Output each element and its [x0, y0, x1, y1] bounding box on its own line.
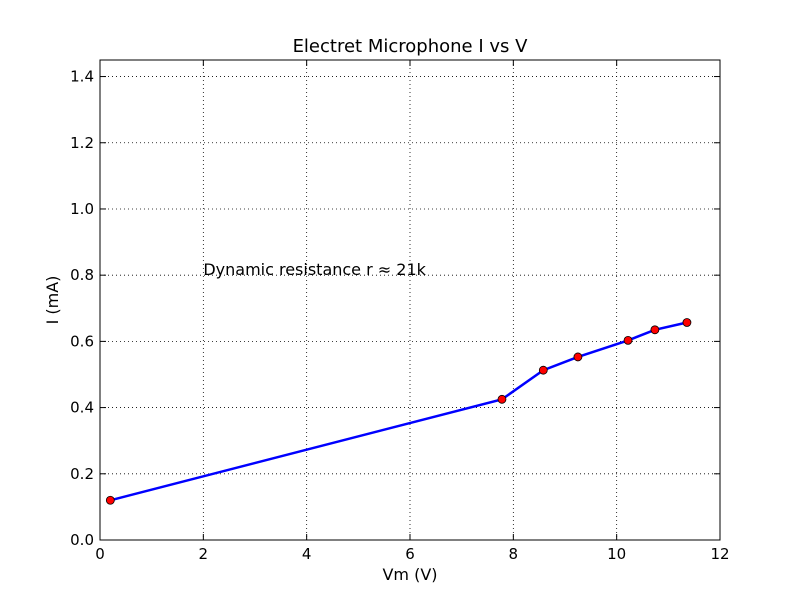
data-point	[650, 325, 660, 335]
data-point	[682, 318, 692, 327]
y-tick-label: 0.4	[70, 399, 94, 417]
data-point	[573, 352, 583, 362]
data-point	[105, 495, 115, 505]
y-tick-label: 1.0	[70, 200, 94, 218]
y-tick-label: 0.0	[70, 531, 94, 549]
tick-labels-layer: 0 2 4 6 8 10 12 0.0 0.2 0.4 0.6 0.8 1.0 1.2 1.4	[70, 68, 729, 563]
x-tick-label: 0	[95, 545, 105, 563]
y-tick-label: 0.6	[70, 332, 94, 350]
grid-layer	[99, 60, 721, 541]
chart-title: Electret Microphone I vs V	[293, 36, 529, 57]
y-tick-label: 0.2	[70, 465, 94, 483]
x-tick-label: 8	[509, 545, 519, 563]
x-tick-label: 2	[199, 545, 209, 563]
plot-frame	[99, 59, 721, 541]
data-point	[538, 365, 548, 375]
y-tick-label: 0.8	[70, 266, 94, 284]
y-tick-label: 1.2	[70, 134, 94, 152]
y-tick-label: 1.4	[70, 68, 94, 86]
x-axis-label: Vm (V)	[382, 565, 437, 584]
x-tick-label: 10	[607, 545, 626, 563]
x-tick-label: 6	[405, 545, 415, 563]
x-tick-label: 4	[302, 545, 312, 563]
annotation-text: Dynamic resistance r ≈ 21k	[203, 260, 426, 279]
x-tick-label: 12	[710, 545, 729, 563]
series-layer	[105, 318, 692, 505]
data-point	[497, 394, 507, 404]
y-axis-label: I (mA)	[43, 276, 62, 325]
data-point	[623, 335, 633, 345]
